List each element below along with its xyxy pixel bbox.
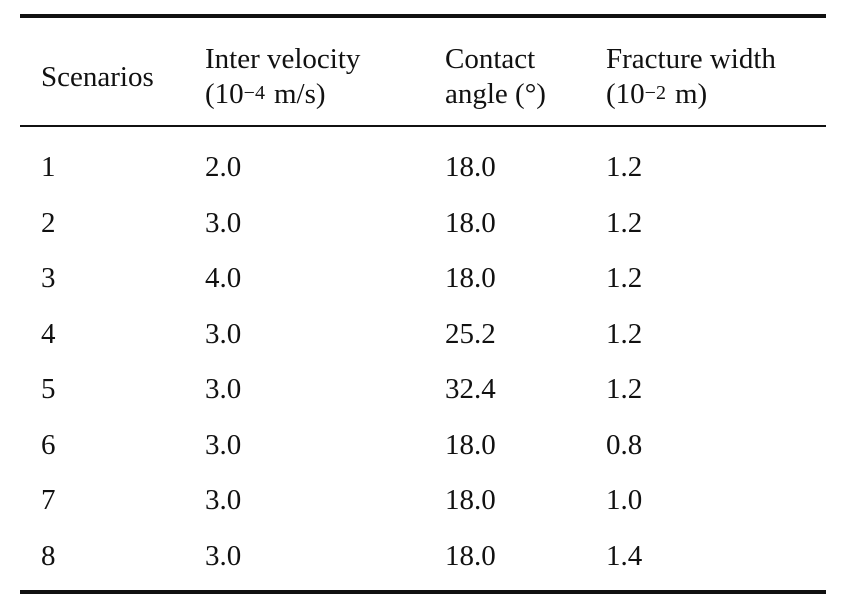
cell-width: 1.2 <box>606 373 643 405</box>
cell-scenario: 5 <box>41 373 56 405</box>
header-width-unit: (10−2 m) <box>606 78 708 110</box>
cell-scenario: 2 <box>41 207 56 239</box>
cell-width: 1.2 <box>606 262 643 294</box>
cell-angle: 18.0 <box>445 262 496 294</box>
cell-width: 1.4 <box>606 540 643 572</box>
cell-scenario: 1 <box>41 151 56 183</box>
cell-scenario: 4 <box>41 318 56 350</box>
header-width-label: Fracture width <box>606 43 776 75</box>
cell-angle: 18.0 <box>445 151 496 183</box>
cell-velocity: 3.0 <box>205 207 242 239</box>
cell-width: 1.2 <box>606 318 643 350</box>
cell-angle: 18.0 <box>445 540 496 572</box>
velocity-exponent: −4 <box>243 82 265 104</box>
cell-velocity: 3.0 <box>205 318 242 350</box>
cell-scenario: 8 <box>41 540 56 572</box>
width-exponent: −2 <box>644 82 666 104</box>
header-scenarios: Scenarios <box>41 61 154 93</box>
cell-width: 1.2 <box>606 207 643 239</box>
cell-velocity: 2.0 <box>205 151 242 183</box>
cell-scenario: 3 <box>41 262 56 294</box>
header-velocity-label: Inter velocity <box>205 43 361 75</box>
cell-scenario: 7 <box>41 484 56 516</box>
cell-velocity: 4.0 <box>205 262 242 294</box>
cell-width: 1.2 <box>606 151 643 183</box>
header-angle-label: Contact <box>445 43 536 75</box>
cell-angle: 18.0 <box>445 484 496 516</box>
cell-angle: 18.0 <box>445 429 496 461</box>
cell-angle: 25.2 <box>445 318 496 350</box>
cell-angle: 18.0 <box>445 207 496 239</box>
header-angle-unit: angle (°) <box>445 78 546 110</box>
cell-angle: 32.4 <box>445 373 496 405</box>
cell-scenario: 6 <box>41 429 56 461</box>
cell-width: 0.8 <box>606 429 643 461</box>
cell-width: 1.0 <box>606 484 643 516</box>
top-rule <box>20 14 826 18</box>
header-velocity-unit: (10−4 m/s) <box>205 78 326 110</box>
cell-velocity: 3.0 <box>205 373 242 405</box>
bottom-rule <box>20 590 826 594</box>
cell-velocity: 3.0 <box>205 429 242 461</box>
cell-velocity: 3.0 <box>205 540 242 572</box>
cell-velocity: 3.0 <box>205 484 242 516</box>
header-rule <box>20 125 826 127</box>
